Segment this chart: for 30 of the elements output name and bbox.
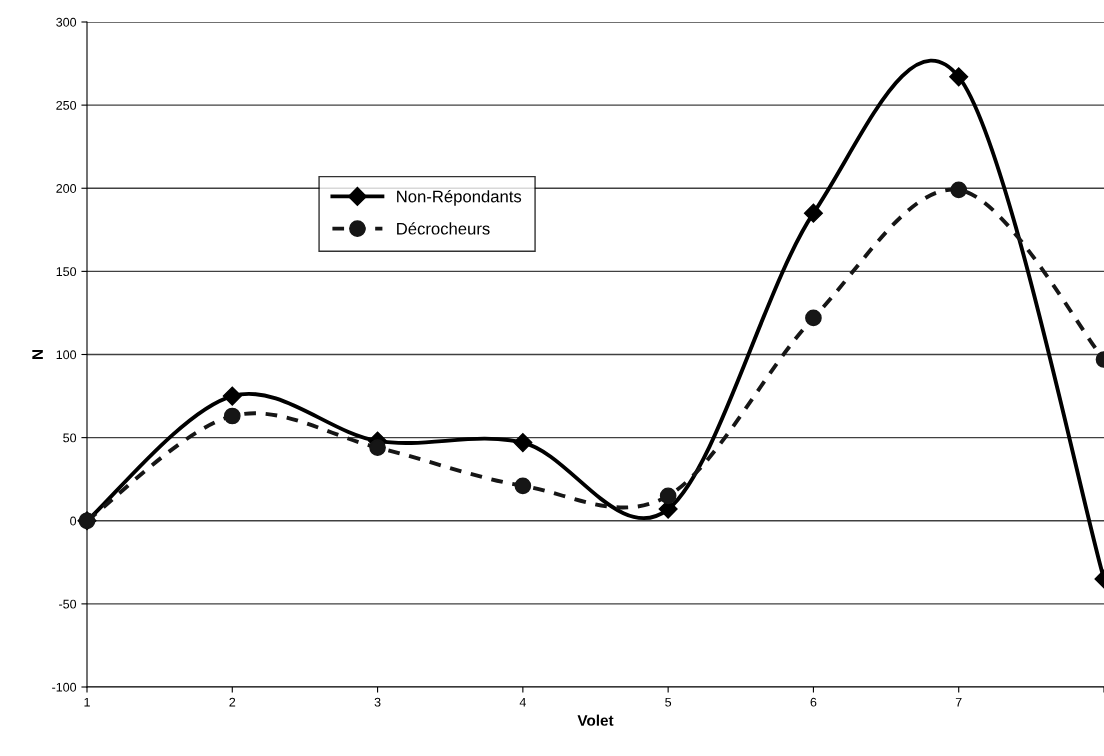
y-axis-title: N <box>32 350 43 359</box>
y-tick-label: 0 <box>70 516 77 526</box>
point <box>369 439 386 456</box>
x-tick-label: 2 <box>229 697 236 707</box>
point <box>949 67 969 87</box>
point <box>659 487 677 505</box>
y-tick-label: 150 <box>56 267 77 277</box>
point <box>514 477 532 495</box>
point <box>805 309 822 327</box>
y-tick-label: 50 <box>63 433 77 443</box>
point <box>222 386 242 406</box>
y-tick-label: 250 <box>56 100 77 110</box>
point <box>223 407 241 425</box>
x-tick-label: 4 <box>519 697 526 707</box>
y-tick-label: 100 <box>56 350 77 360</box>
x-axis-title: Volet <box>577 714 614 726</box>
x-tick-label: 5 <box>665 697 672 707</box>
point <box>513 433 533 453</box>
x-tick-label: 7 <box>955 697 962 707</box>
legend-label: Non-Répondants <box>397 189 522 206</box>
x-tick-label: 3 <box>374 697 381 707</box>
y-tick-label: 300 <box>56 17 77 27</box>
point <box>803 203 823 223</box>
y-tick-label: -50 <box>59 599 77 609</box>
legend-label: Décrocheurs <box>397 222 490 235</box>
y-tick-label: 200 <box>56 184 77 193</box>
y-tick-label: -100 <box>52 682 77 692</box>
x-tick-label: 6 <box>810 697 817 707</box>
point <box>950 181 968 199</box>
x-tick-label: 1 <box>84 697 90 707</box>
